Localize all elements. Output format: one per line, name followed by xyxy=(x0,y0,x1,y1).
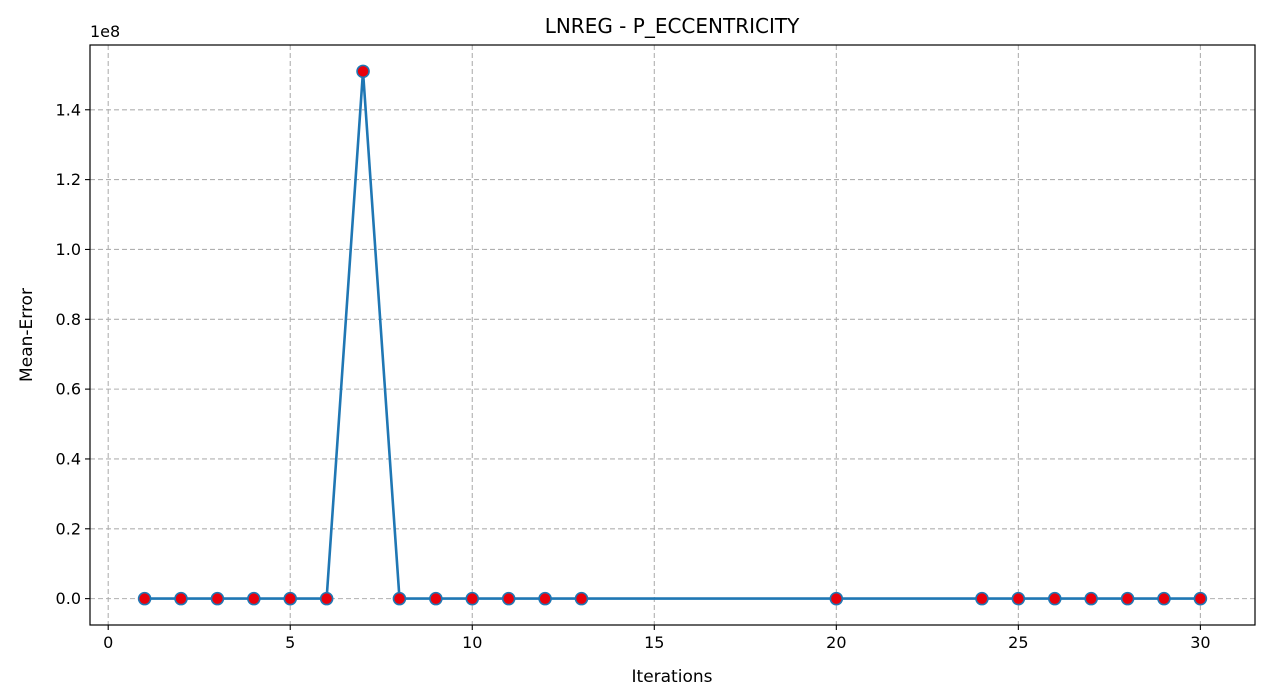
plot-area-background xyxy=(90,45,1255,625)
data-point xyxy=(392,591,407,606)
y-tick-label: 0.0 xyxy=(56,589,81,608)
data-point xyxy=(1011,591,1026,606)
x-tick-label: 10 xyxy=(462,633,482,652)
data-point xyxy=(247,591,261,606)
data-point xyxy=(1120,591,1135,606)
x-tick-label: 30 xyxy=(1190,633,1210,652)
data-point xyxy=(210,591,225,606)
y-tick-label: 0.8 xyxy=(56,310,81,329)
data-point xyxy=(283,591,298,606)
x-tick-label: 15 xyxy=(644,633,664,652)
data-point xyxy=(356,64,370,79)
x-axis: 0 5 10 15 20 25 30 xyxy=(103,625,1211,652)
y-tick-label: 0.4 xyxy=(56,449,81,468)
data-point xyxy=(574,591,589,606)
y-axis-offset-label: 1e8 xyxy=(90,22,120,41)
data-point xyxy=(538,591,552,606)
data-point xyxy=(429,591,443,606)
data-point xyxy=(465,591,480,606)
data-point xyxy=(1157,591,1171,606)
data-point xyxy=(975,591,989,606)
data-point xyxy=(137,591,152,606)
x-axis-label: Iterations xyxy=(632,667,713,687)
x-tick-label: 0 xyxy=(103,633,113,652)
y-axis-label: Mean-Error xyxy=(17,288,37,382)
data-point xyxy=(1084,591,1098,606)
data-point xyxy=(1193,591,1208,606)
x-tick-label: 20 xyxy=(826,633,846,652)
y-tick-label: 0.2 xyxy=(56,519,81,538)
y-tick-label: 1.0 xyxy=(56,240,81,259)
data-point xyxy=(1047,591,1062,606)
plot-frame xyxy=(89,44,1256,626)
data-point xyxy=(319,591,334,606)
x-tick-label: 5 xyxy=(285,633,295,652)
y-tick-label: 1.2 xyxy=(56,170,81,189)
x-tick-label: 25 xyxy=(1008,633,1028,652)
y-axis: 0.0 0.2 0.4 0.6 0.8 1.0 1.2 1.4 xyxy=(56,100,90,608)
series-layer xyxy=(137,64,1208,606)
chart-title: LNREG - P_ECCENTRICITY xyxy=(545,14,800,38)
y-tick-label: 1.4 xyxy=(56,100,81,119)
data-point xyxy=(829,591,844,606)
data-point xyxy=(501,591,516,606)
y-tick-label: 0.6 xyxy=(56,380,81,399)
data-point xyxy=(174,591,188,606)
